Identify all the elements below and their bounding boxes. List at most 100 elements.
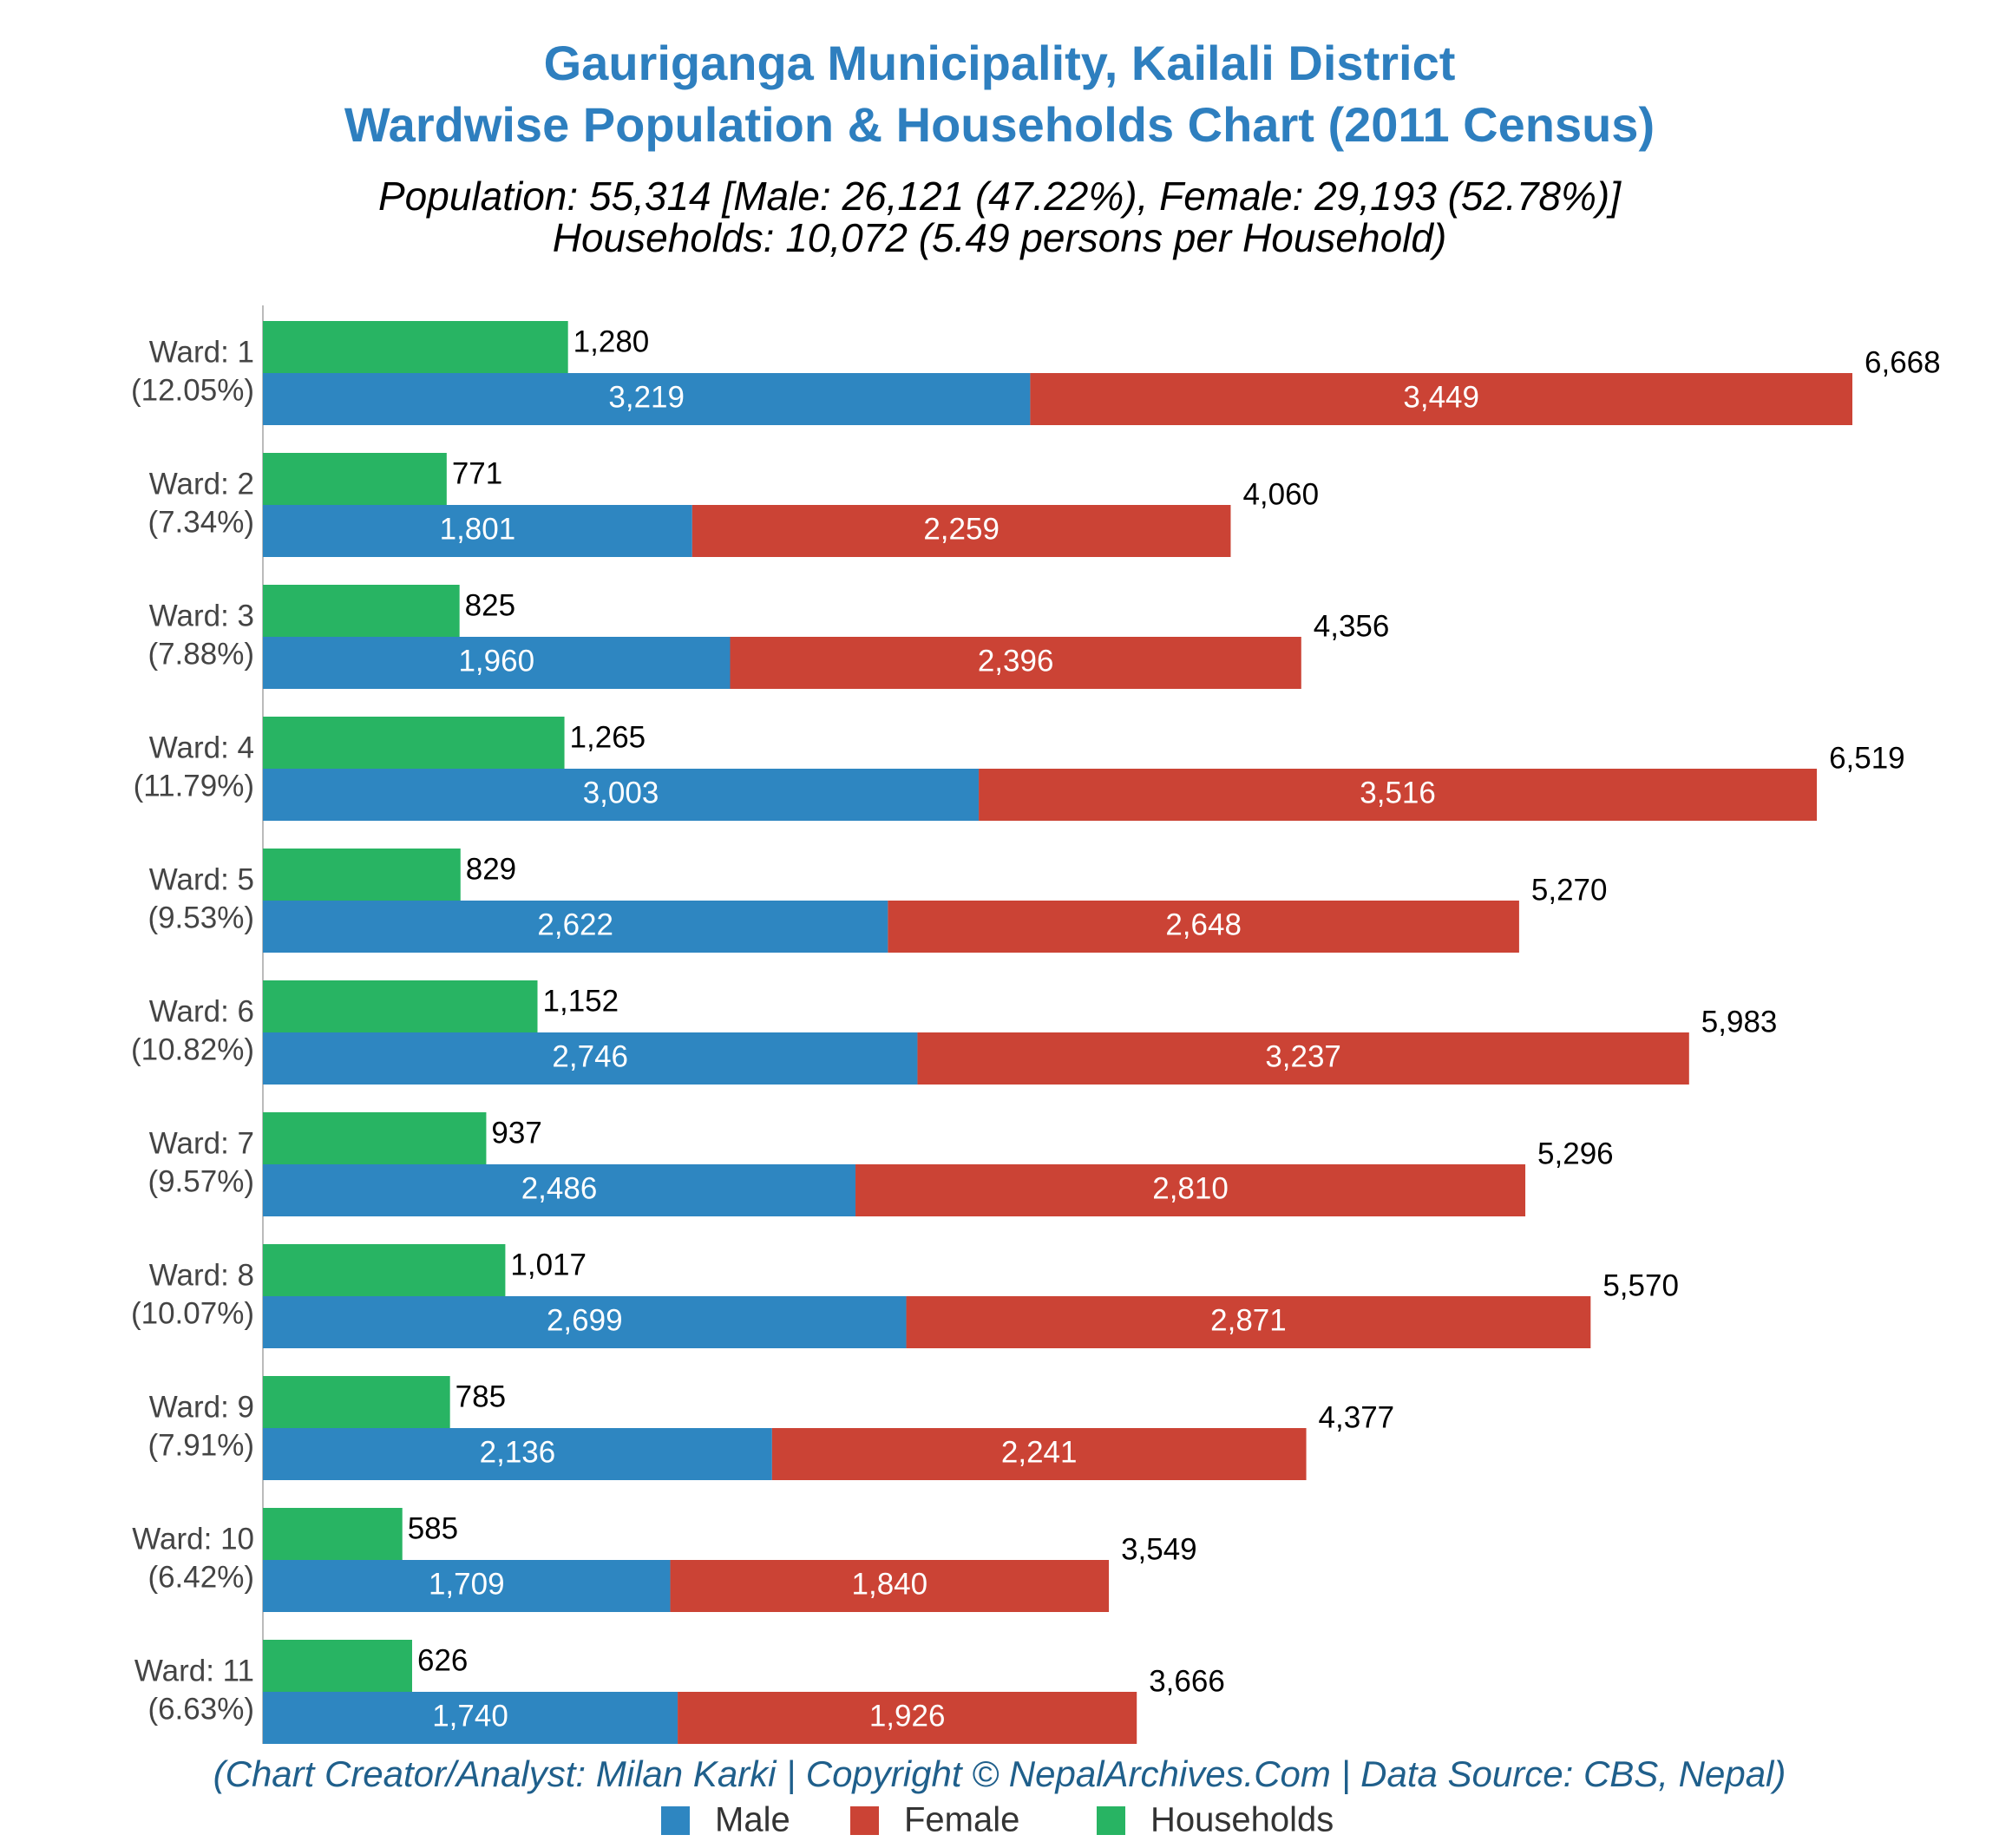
data-label: 2,396: [978, 644, 1054, 678]
data-label: 2,259: [923, 512, 1000, 546]
data-label: 1,017: [510, 1248, 587, 1281]
total-label: 4,377: [1319, 1400, 1395, 1434]
bar: [691, 505, 1231, 557]
y-tick-label: (11.79%): [134, 769, 254, 803]
data-label: 2,486: [521, 1171, 598, 1205]
bar: [263, 1032, 918, 1085]
y-tick-label: (10.82%): [131, 1032, 254, 1066]
bar: [888, 901, 1519, 953]
data-label: 1,265: [570, 720, 646, 754]
data-label: 1,926: [869, 1699, 946, 1733]
bar: [263, 769, 980, 821]
bar: [263, 373, 1031, 425]
total-label: 3,549: [1121, 1532, 1197, 1566]
data-label: 2,871: [1210, 1303, 1287, 1337]
footer: (Chart Creator/Analyst: Milan Karki | Co…: [213, 1753, 1786, 1795]
bar: [263, 1692, 678, 1744]
data-label: 3,516: [1360, 776, 1436, 809]
data-label: 1,709: [429, 1567, 505, 1601]
bar: [979, 769, 1818, 821]
bar: [263, 1244, 506, 1296]
y-tick-label: Ward: 6: [149, 994, 254, 1028]
data-label: 2,699: [547, 1303, 623, 1337]
data-label: 585: [408, 1511, 458, 1545]
data-label: 771: [452, 456, 502, 490]
data-label: 1,740: [432, 1699, 508, 1733]
bar: [263, 1508, 403, 1560]
total-label: 5,270: [1531, 873, 1608, 907]
y-tick-label: Ward: 7: [149, 1126, 254, 1160]
data-label: 626: [417, 1643, 468, 1677]
total-label: 5,983: [1701, 1005, 1778, 1039]
bar: [263, 1560, 671, 1612]
chart-title: Wardwise Population & Households Chart (…: [344, 97, 1655, 152]
data-label: 825: [465, 588, 515, 622]
data-label: 2,810: [1152, 1171, 1229, 1205]
y-tick-label: Ward: 10: [132, 1522, 254, 1556]
legend-swatch: [661, 1806, 690, 1835]
bar: [263, 1164, 856, 1216]
data-label: 829: [466, 852, 516, 886]
y-tick-label: Ward: 5: [149, 862, 254, 896]
y-tick-label: (7.88%): [147, 637, 254, 671]
bar: [771, 1428, 1307, 1480]
data-label: 1,801: [440, 512, 516, 546]
y-tick-label: Ward: 3: [149, 599, 254, 632]
bar: [917, 1032, 1689, 1085]
legend-swatch: [1097, 1806, 1125, 1835]
data-label: 2,746: [552, 1039, 628, 1073]
y-tick-label: (12.05%): [131, 373, 254, 407]
y-tick-label: (9.53%): [147, 901, 254, 934]
legend-label: Female: [904, 1801, 1019, 1839]
chart-title: Gauriganga Municipality, Kailali Distric…: [544, 36, 1456, 90]
chart-subtitle: Households: 10,072 (5.49 persons per Hou…: [553, 215, 1447, 260]
total-label: 4,060: [1242, 477, 1319, 511]
bar: [263, 637, 731, 689]
bar: [263, 1428, 772, 1480]
chart-subtitle: Population: 55,314 [Male: 26,121 (47.22%…: [378, 174, 1622, 219]
y-tick-label: (7.91%): [147, 1428, 254, 1462]
bar: [263, 901, 888, 953]
data-label: 3,237: [1265, 1039, 1341, 1073]
data-label: 2,622: [537, 908, 613, 941]
bar: [263, 321, 568, 373]
bar: [855, 1164, 1526, 1216]
data-label: 785: [456, 1379, 506, 1413]
bar: [678, 1692, 1137, 1744]
data-label: 937: [491, 1116, 541, 1150]
y-tick-label: Ward: 11: [134, 1654, 254, 1687]
data-label: 1,960: [458, 644, 534, 678]
y-tick-label: (6.42%): [147, 1560, 254, 1594]
bar: [263, 1296, 907, 1348]
data-label: 1,840: [852, 1567, 928, 1601]
bar: [263, 1376, 450, 1428]
y-tick-label: (9.57%): [147, 1164, 254, 1198]
bar: [263, 1640, 412, 1692]
y-tick-label: Ward: 8: [149, 1258, 254, 1292]
bar: [263, 453, 447, 505]
y-tick-label: Ward: 4: [149, 731, 254, 764]
data-label: 3,219: [608, 380, 685, 414]
bar: [263, 980, 538, 1032]
data-label: 3,449: [1403, 380, 1479, 414]
y-tick-label: Ward: 1: [149, 335, 254, 369]
data-label: 1,280: [573, 324, 650, 358]
total-label: 5,570: [1602, 1268, 1679, 1302]
total-label: 4,356: [1314, 609, 1390, 643]
bar: [670, 1560, 1110, 1612]
bar: [1030, 373, 1852, 425]
bar: [263, 505, 692, 557]
legend-label: Male: [715, 1801, 790, 1839]
data-label: 2,136: [480, 1435, 556, 1469]
bar: [263, 1112, 487, 1164]
legend-swatch: [850, 1806, 879, 1835]
bar: [730, 637, 1301, 689]
y-tick-label: (7.34%): [147, 505, 254, 539]
data-label: 2,648: [1165, 908, 1242, 941]
total-label: 6,668: [1865, 345, 1941, 379]
y-tick-label: Ward: 2: [149, 467, 254, 501]
legend-label: Households: [1150, 1801, 1334, 1839]
total-label: 3,666: [1149, 1664, 1225, 1698]
total-label: 6,519: [1829, 741, 1905, 775]
